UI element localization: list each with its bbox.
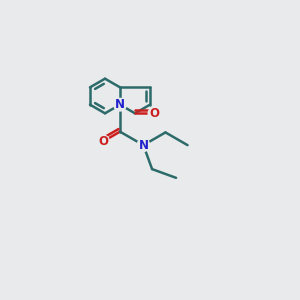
Text: N: N (115, 98, 125, 111)
Circle shape (114, 98, 126, 111)
Text: O: O (149, 107, 160, 120)
Text: O: O (98, 135, 108, 148)
Circle shape (148, 107, 161, 120)
Circle shape (137, 139, 150, 152)
Text: N: N (138, 139, 148, 152)
Circle shape (97, 135, 110, 148)
